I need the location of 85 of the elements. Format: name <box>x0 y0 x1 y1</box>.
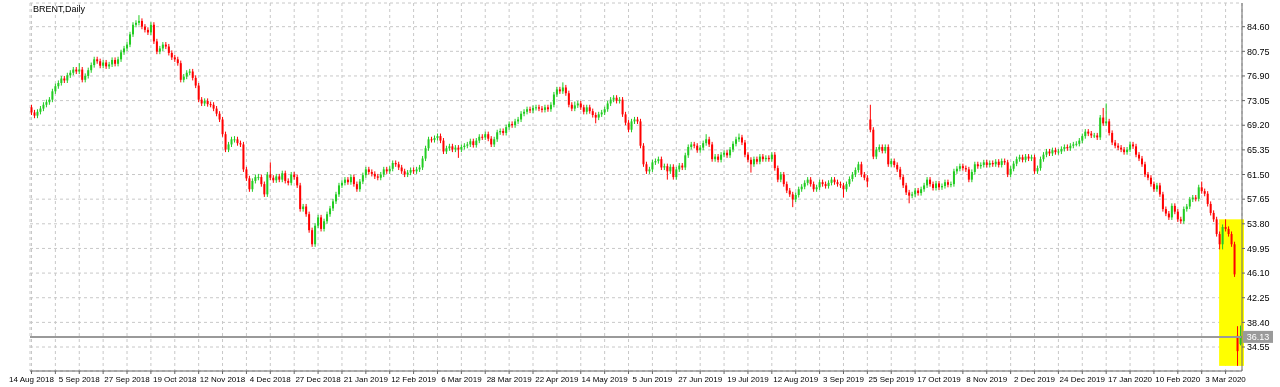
x-tick-label: 10 Feb 2020 <box>1155 374 1201 384</box>
x-tick-label: 6 Mar 2019 <box>441 374 483 384</box>
candlestick <box>535 104 537 112</box>
x-tick-label: 5 Jun 2019 <box>632 374 673 384</box>
x-tick-label: 4 Dec 2018 <box>249 374 292 384</box>
x-tick-label: 12 Nov 2018 <box>199 374 246 384</box>
x-tick-label: 8 Nov 2019 <box>966 374 1008 384</box>
x-tick-label: 14 May 2019 <box>581 374 629 384</box>
ref-line-label: 36.13 <box>1246 331 1270 342</box>
y-tick-label: 80.75 <box>1247 46 1270 57</box>
x-tick-label: 28 Mar 2019 <box>486 374 533 384</box>
x-tick-label: 27 Jun 2019 <box>678 374 723 384</box>
y-tick-label: 46.10 <box>1247 268 1270 279</box>
candlestick <box>558 86 561 95</box>
candlestick <box>723 149 726 158</box>
y-tick-label: 76.90 <box>1247 71 1270 82</box>
candlestick <box>137 14 140 26</box>
candlestick <box>561 81 564 95</box>
x-tick-label: 27 Sep 2018 <box>104 374 151 384</box>
x-tick-label: 14 Aug 2018 <box>9 374 55 384</box>
candlestick <box>537 104 540 112</box>
candlestick <box>752 156 755 168</box>
candlestick <box>1149 174 1152 188</box>
candlestick <box>179 60 182 83</box>
candlestick <box>197 82 200 103</box>
candlestick <box>546 104 549 113</box>
y-tick-label: 42.25 <box>1247 292 1270 303</box>
y-tick-label: 69.20 <box>1247 120 1270 131</box>
candlestick <box>720 151 723 163</box>
candlestick <box>1105 102 1108 127</box>
y-tick-label: 57.65 <box>1247 194 1270 205</box>
candlestick <box>108 61 111 70</box>
candlestick <box>543 104 546 113</box>
chart-title: BRENT,Daily <box>33 4 86 14</box>
x-tick-label: 24 Dec 2019 <box>1059 374 1106 384</box>
y-tick-label: 34.55 <box>1247 342 1270 353</box>
candlestick <box>1099 114 1102 141</box>
candlestick <box>935 180 938 192</box>
candlestick <box>958 163 961 172</box>
x-tick-label: 2 Dec 2019 <box>1014 374 1056 384</box>
candlestick <box>932 181 935 192</box>
x-tick-label: 21 Jan 2019 <box>343 374 389 384</box>
x-tick-label: 19 Jul 2019 <box>727 374 770 384</box>
y-tick-label: 49.95 <box>1247 243 1270 254</box>
candlestick <box>911 191 914 199</box>
y-tick-label: 73.05 <box>1247 95 1270 106</box>
x-tick-label: 19 Oct 2018 <box>152 374 198 384</box>
candlestick <box>711 141 714 163</box>
x-tick-label: 17 Oct 2019 <box>917 374 962 384</box>
candlestick <box>526 106 529 115</box>
candlestick <box>755 156 758 165</box>
x-tick-label: 3 Mar 2020 <box>1205 374 1247 384</box>
candlestick <box>738 133 740 143</box>
candlestick <box>946 179 949 188</box>
y-tick-label: 61.50 <box>1247 169 1270 180</box>
candlestick <box>102 59 105 69</box>
candlestick <box>1155 182 1158 193</box>
candlestick <box>758 153 761 165</box>
x-tick-label: 17 Jan 2020 <box>1108 374 1153 384</box>
y-tick-label: 84.60 <box>1247 21 1270 32</box>
y-tick-label: 53.80 <box>1247 219 1270 229</box>
candlestick <box>158 45 161 55</box>
candlestick <box>266 171 269 198</box>
candlestick <box>529 106 532 114</box>
candlestick <box>1117 142 1120 151</box>
candlestick <box>343 176 346 186</box>
x-tick-label: 22 Apr 2019 <box>535 374 580 384</box>
x-tick-label: 5 Sep 2018 <box>58 374 101 384</box>
candlestick <box>1120 144 1123 153</box>
x-tick-label: 25 Sep 2019 <box>868 374 915 384</box>
candlestick <box>532 104 535 114</box>
candlestick <box>920 186 923 197</box>
candlestick <box>349 174 352 186</box>
candlestick <box>140 17 143 30</box>
y-tick-label: 38.40 <box>1247 317 1270 328</box>
x-tick-label: 12 Feb 2019 <box>391 374 437 384</box>
y-tick-label: 65.35 <box>1247 145 1270 156</box>
x-tick-label: 12 Aug 2019 <box>773 374 819 384</box>
x-tick-label: 3 Sep 2019 <box>823 374 865 384</box>
candlestick <box>508 120 511 131</box>
candlestick <box>717 153 720 163</box>
x-tick-label: 27 Dec 2018 <box>295 374 342 384</box>
candlestick <box>961 163 964 172</box>
candlestick <box>514 118 517 129</box>
candlestick <box>233 135 236 144</box>
